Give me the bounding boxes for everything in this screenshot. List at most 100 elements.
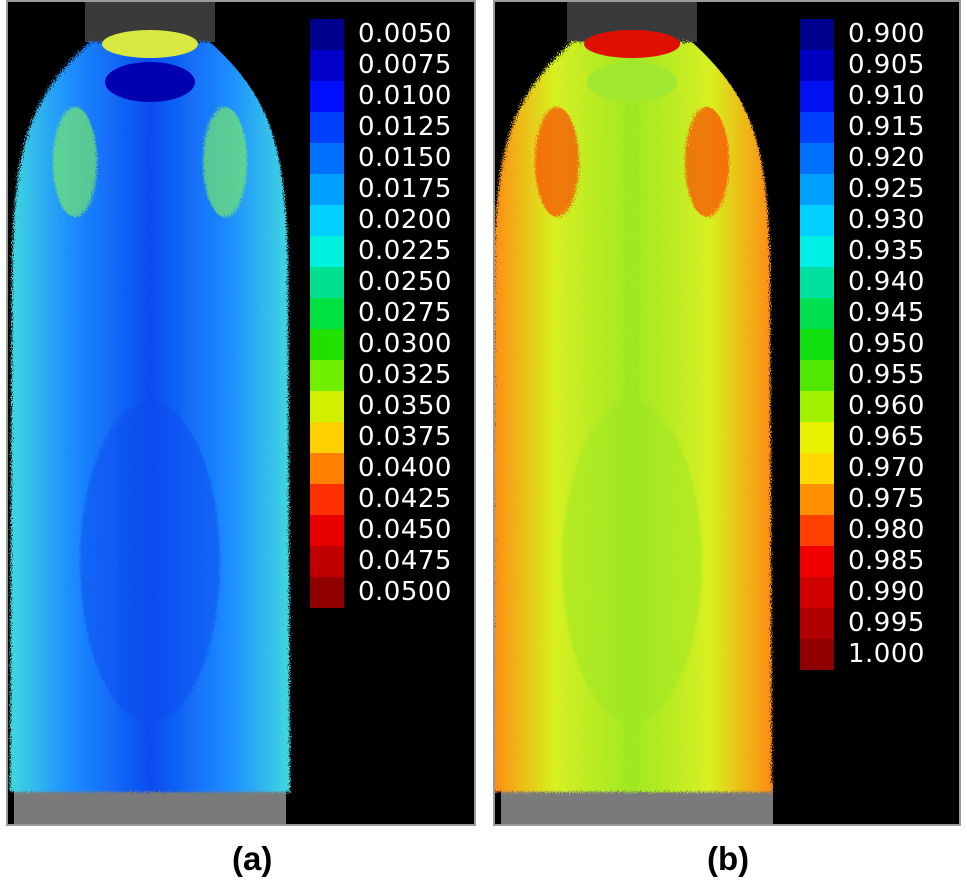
colorbar-row: 0.930 bbox=[800, 205, 925, 236]
colorbar-row: 0.0225 bbox=[310, 236, 452, 267]
colorbar-swatch bbox=[310, 298, 344, 329]
colorbar-swatch bbox=[800, 19, 834, 50]
colorbar-row: 0.0425 bbox=[310, 484, 452, 515]
colorbar-swatch bbox=[310, 391, 344, 422]
colorbar-swatch bbox=[800, 360, 834, 391]
colorbar-swatch bbox=[800, 50, 834, 81]
colorbar-row: 0.985 bbox=[800, 546, 925, 577]
colorbar-swatch bbox=[310, 546, 344, 577]
colorbar-swatch bbox=[800, 236, 834, 267]
colorbar-tick-label: 0.0275 bbox=[358, 298, 452, 328]
colorbar-tick-label: 0.960 bbox=[848, 391, 925, 421]
caption-a: (a) bbox=[232, 840, 273, 877]
plume-b-image bbox=[495, 2, 773, 824]
colorbar-row: 0.920 bbox=[800, 143, 925, 174]
colorbar-tick-label: 0.955 bbox=[848, 360, 925, 390]
nozzle-opening bbox=[105, 62, 195, 102]
colorbar-swatch bbox=[800, 422, 834, 453]
colorbar-tick-label: 0.0500 bbox=[358, 577, 452, 607]
colorbar-b: 0.900 0.905 0.910 0.915 0.920 0.925 0.930 0.935… bbox=[800, 19, 925, 670]
colorbar-tick-label: 0.945 bbox=[848, 298, 925, 328]
colorbar-swatch bbox=[310, 329, 344, 360]
colorbar-tick-label: 0.950 bbox=[848, 329, 925, 359]
colorbar-swatch bbox=[800, 546, 834, 577]
colorbar-swatch bbox=[310, 19, 344, 50]
colorbar-row: 0.940 bbox=[800, 267, 925, 298]
colorbar-tick-label: 0.995 bbox=[848, 608, 925, 638]
colorbar-swatch bbox=[800, 515, 834, 546]
caption-b: (b) bbox=[707, 840, 750, 877]
colorbar-swatch bbox=[310, 577, 344, 608]
colorbar-swatch bbox=[800, 112, 834, 143]
colorbar-row: 0.0200 bbox=[310, 205, 452, 236]
colorbar-a: 0.0050 0.0075 0.0100 0.0125 0.0150 0.0175 0.02… bbox=[310, 19, 452, 608]
colorbar-row: 0.0475 bbox=[310, 546, 452, 577]
colorbar-tick-label: 0.0175 bbox=[358, 174, 452, 204]
colorbar-tick-label: 0.0250 bbox=[358, 267, 452, 297]
colorbar-swatch bbox=[310, 484, 344, 515]
colorbar-row: 0.965 bbox=[800, 422, 925, 453]
colorbar-swatch bbox=[800, 174, 834, 205]
colorbar-row: 0.0050 bbox=[310, 19, 452, 50]
colorbar-tick-label: 0.940 bbox=[848, 267, 925, 297]
colorbar-row: 0.925 bbox=[800, 174, 925, 205]
colorbar-row: 0.0350 bbox=[310, 391, 452, 422]
colorbar-tick-label: 0.900 bbox=[848, 19, 925, 49]
colorbar-swatch bbox=[310, 360, 344, 391]
nozzle-opening bbox=[587, 62, 677, 102]
colorbar-tick-label: 0.0325 bbox=[358, 360, 452, 390]
colorbar-row: 0.0325 bbox=[310, 360, 452, 391]
colorbar-row: 0.980 bbox=[800, 515, 925, 546]
colorbar-row: 0.0400 bbox=[310, 453, 452, 484]
colorbar-swatch bbox=[310, 205, 344, 236]
colorbar-swatch bbox=[310, 81, 344, 112]
colorbar-swatch bbox=[800, 298, 834, 329]
colorbar-tick-label: 0.0150 bbox=[358, 143, 452, 173]
colorbar-row: 0.0300 bbox=[310, 329, 452, 360]
colorbar-row: 0.0275 bbox=[310, 298, 452, 329]
colorbar-swatch bbox=[310, 112, 344, 143]
colorbar-swatch bbox=[800, 391, 834, 422]
colorbar-swatch bbox=[310, 453, 344, 484]
colorbar-row: 0.0500 bbox=[310, 577, 452, 608]
colorbar-swatch bbox=[800, 205, 834, 236]
colorbar-tick-label: 0.990 bbox=[848, 577, 925, 607]
colorbar-swatch bbox=[800, 329, 834, 360]
colorbar-swatch bbox=[310, 143, 344, 174]
colorbar-tick-label: 0.905 bbox=[848, 50, 925, 80]
colorbar-tick-label: 0.930 bbox=[848, 205, 925, 235]
colorbar-swatch bbox=[310, 236, 344, 267]
colorbar-swatch bbox=[800, 577, 834, 608]
colorbar-tick-label: 1.000 bbox=[848, 639, 925, 669]
colorbar-tick-label: 0.0050 bbox=[358, 19, 452, 49]
colorbar-tick-label: 0.0300 bbox=[358, 329, 452, 359]
colorbar-tick-label: 0.0225 bbox=[358, 236, 452, 266]
colorbar-swatch bbox=[310, 174, 344, 205]
colorbar-tick-label: 0.975 bbox=[848, 484, 925, 514]
colorbar-tick-label: 0.0450 bbox=[358, 515, 452, 545]
colorbar-row: 0.950 bbox=[800, 329, 925, 360]
colorbar-tick-label: 0.0400 bbox=[358, 453, 452, 483]
colorbar-row: 0.960 bbox=[800, 391, 925, 422]
colorbar-tick-label: 0.935 bbox=[848, 236, 925, 266]
colorbar-swatch bbox=[800, 608, 834, 639]
colorbar-row: 0.0150 bbox=[310, 143, 452, 174]
colorbar-tick-label: 0.970 bbox=[848, 453, 925, 483]
colorbar-tick-label: 0.925 bbox=[848, 174, 925, 204]
colorbar-tick-label: 0.920 bbox=[848, 143, 925, 173]
colorbar-swatch bbox=[800, 81, 834, 112]
colorbar-row: 1.000 bbox=[800, 639, 925, 670]
colorbar-row: 0.0125 bbox=[310, 112, 452, 143]
colorbar-swatch bbox=[800, 639, 834, 670]
colorbar-swatch bbox=[800, 484, 834, 515]
colorbar-row: 0.970 bbox=[800, 453, 925, 484]
colorbar-row: 0.935 bbox=[800, 236, 925, 267]
colorbar-row: 0.0075 bbox=[310, 50, 452, 81]
colorbar-row: 0.945 bbox=[800, 298, 925, 329]
colorbar-tick-label: 0.0375 bbox=[358, 422, 452, 452]
colorbar-tick-label: 0.985 bbox=[848, 546, 925, 576]
colorbar-tick-label: 0.0200 bbox=[358, 205, 452, 235]
colorbar-row: 0.0175 bbox=[310, 174, 452, 205]
nozzle-rim bbox=[584, 30, 680, 58]
colorbar-swatch bbox=[800, 453, 834, 484]
